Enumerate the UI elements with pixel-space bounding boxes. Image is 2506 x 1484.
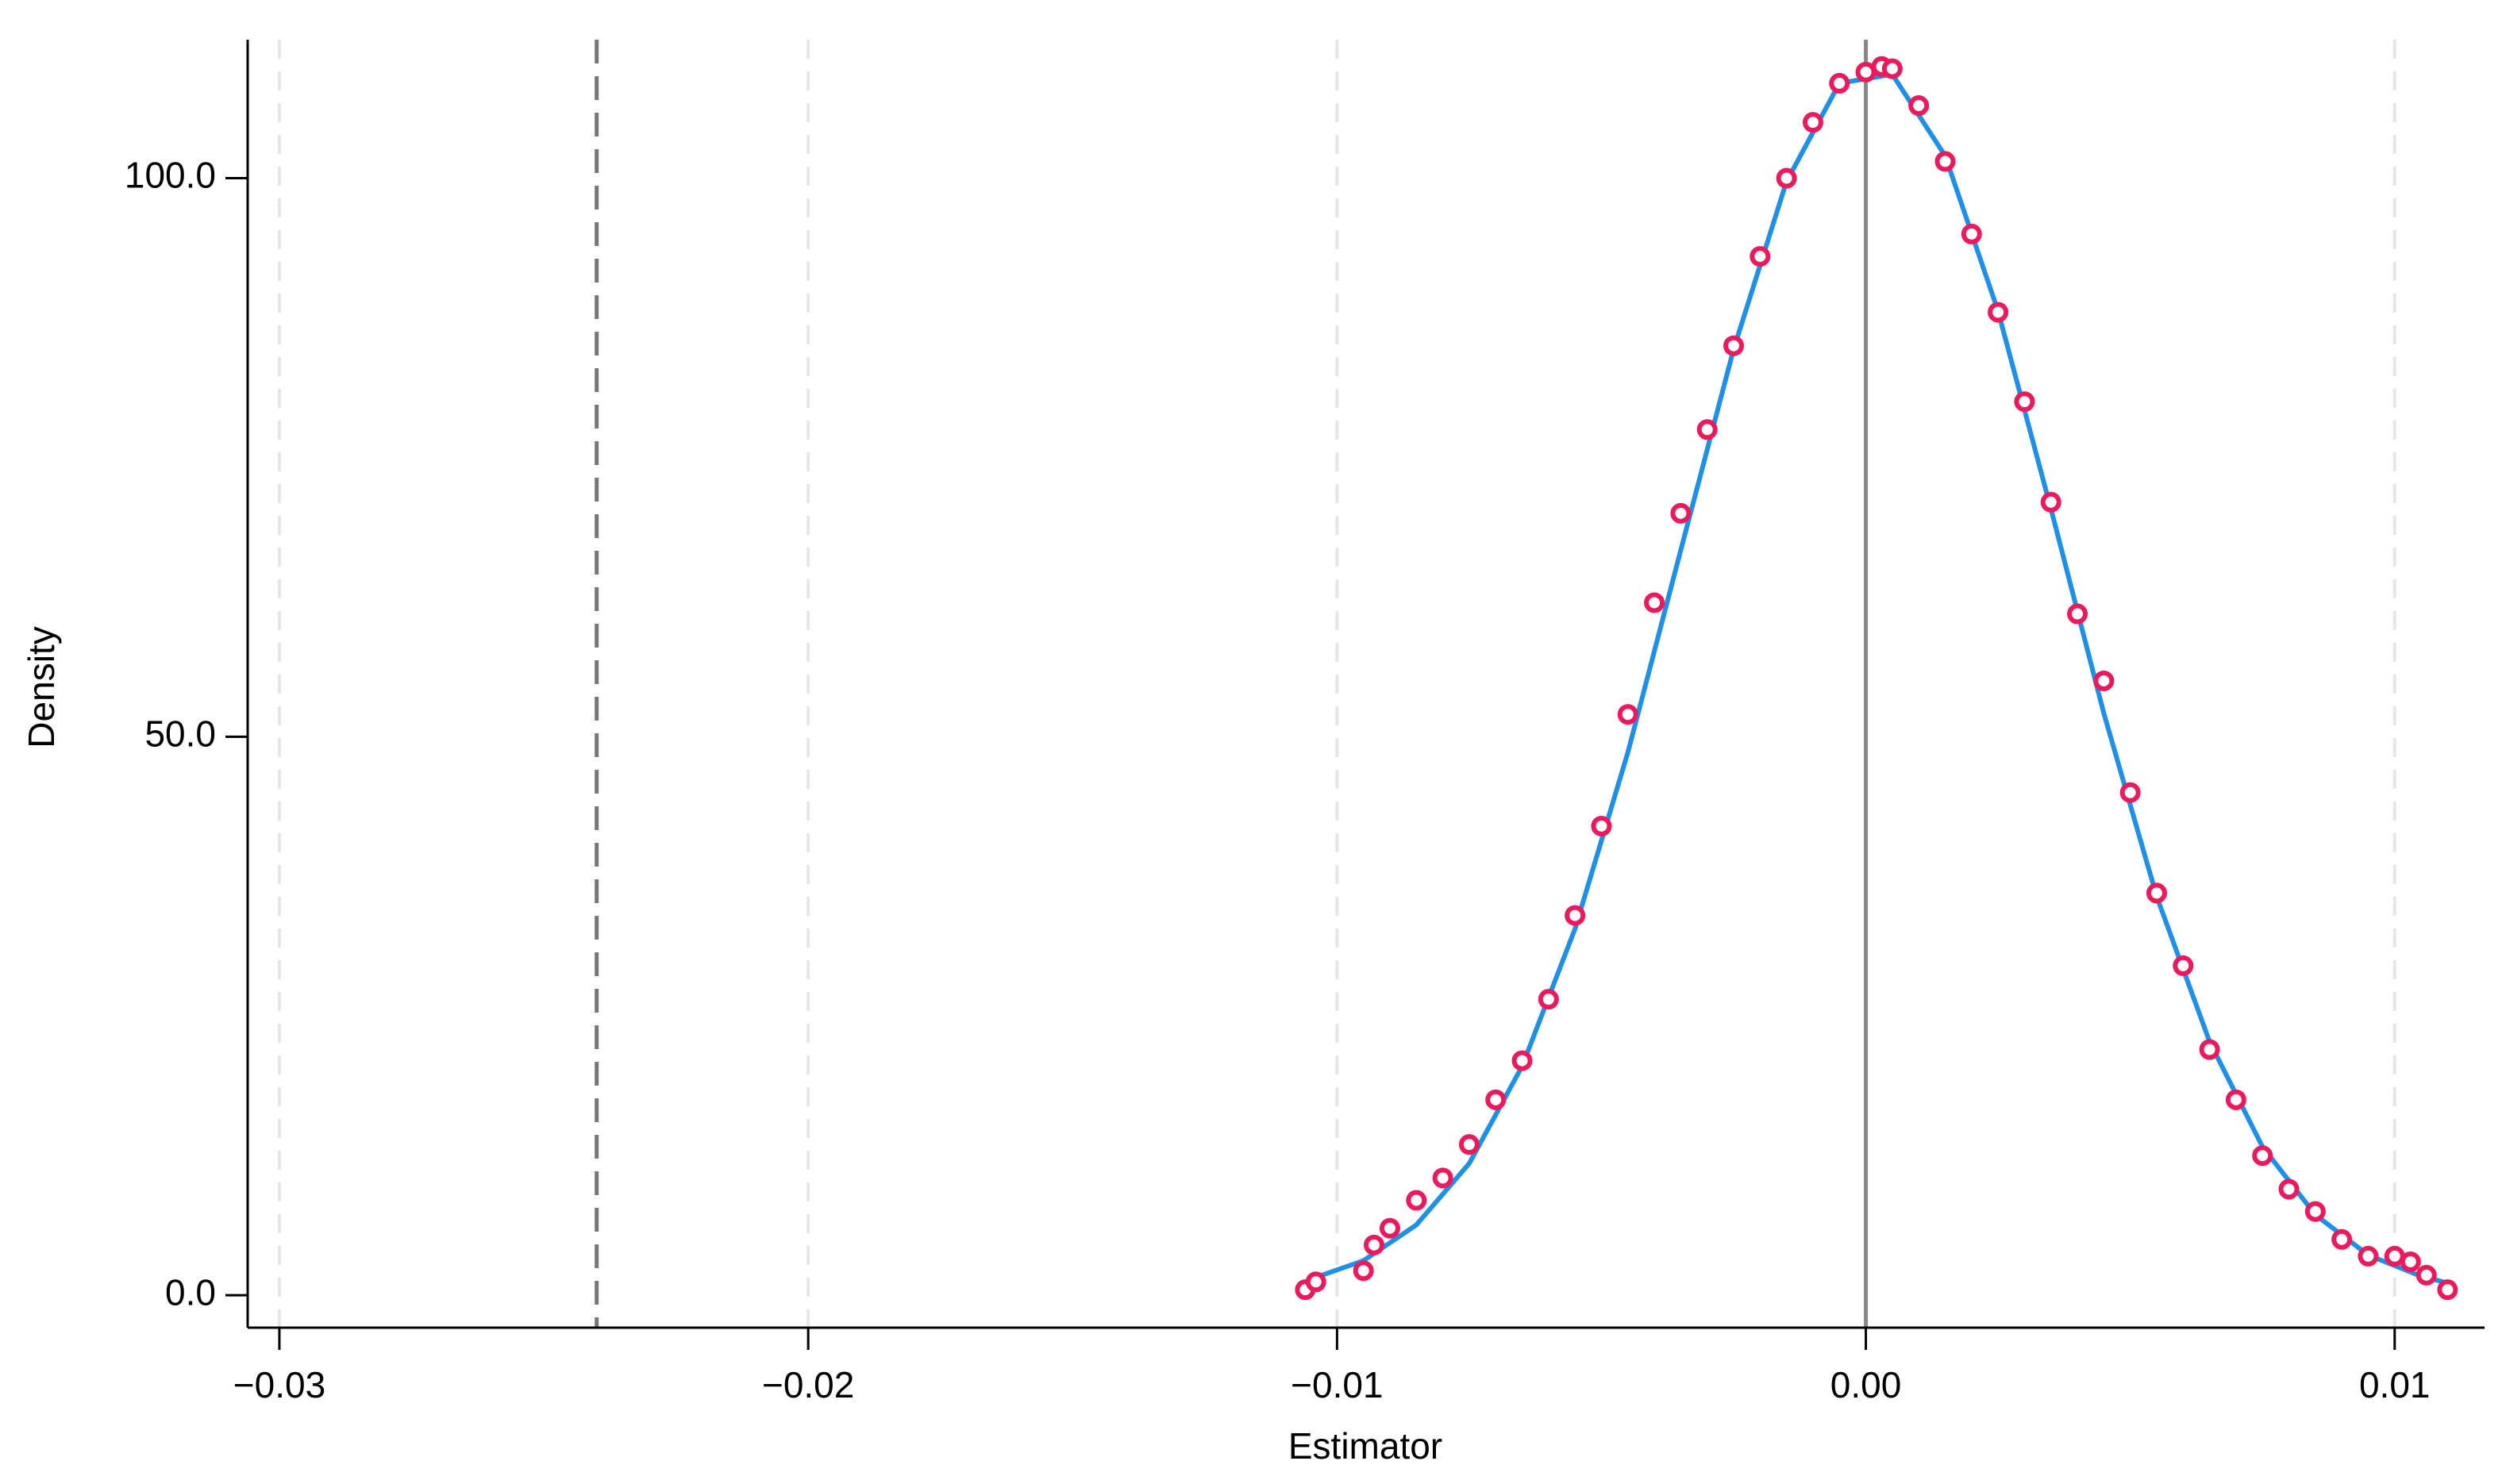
density-point	[2014, 391, 2035, 413]
density-point	[1696, 419, 1718, 440]
density-point	[1379, 1217, 1400, 1239]
x-tick-label: −0.03	[233, 1364, 325, 1405]
density-point	[1538, 989, 1559, 1010]
density-point	[2067, 603, 2088, 625]
y-tick-label: 100.0	[125, 155, 216, 196]
density-point	[2278, 1178, 2300, 1200]
density-point	[1363, 1234, 1384, 1255]
density-point	[2225, 1089, 2246, 1110]
density-point	[2093, 670, 2115, 691]
density-point	[1617, 704, 1638, 725]
density-point	[2416, 1264, 2437, 1286]
density-point	[2400, 1251, 2421, 1272]
density-point	[1776, 167, 1797, 189]
density-point	[1988, 302, 2009, 323]
density-point	[1432, 1167, 1453, 1189]
density-point	[2146, 882, 2167, 904]
density-point	[1565, 905, 1586, 926]
density-point	[1511, 1050, 1533, 1071]
density-point	[2173, 955, 2194, 976]
x-tick-label: 0.00	[1830, 1364, 1902, 1405]
density-point	[1305, 1271, 1326, 1293]
density-point	[2040, 491, 2061, 513]
x-tick-label: 0.01	[2359, 1364, 2431, 1405]
density-point	[2304, 1201, 2326, 1222]
density-point	[1458, 1134, 1480, 1155]
density-point	[1670, 502, 1692, 524]
density-point	[1934, 151, 1956, 172]
density-point	[1750, 246, 1771, 267]
density-line	[1310, 71, 2449, 1286]
density-point	[1485, 1089, 1507, 1110]
density-point	[1881, 58, 1903, 79]
density-point	[2437, 1279, 2458, 1301]
y-tick-label: 0.0	[165, 1271, 216, 1313]
x-tick-label: −0.02	[762, 1364, 854, 1405]
density-point	[2252, 1145, 2273, 1167]
y-axis-label: Density	[21, 626, 62, 748]
y-tick-label: 50.0	[144, 713, 216, 755]
density-point	[1723, 335, 1745, 356]
density-point	[2119, 782, 2141, 803]
density-point	[1802, 112, 1823, 133]
x-tick-label: −0.01	[1291, 1364, 1383, 1405]
density-point	[1406, 1190, 1427, 1211]
density-point	[2199, 1039, 2220, 1060]
density-point	[1644, 592, 1665, 613]
density-point	[1961, 223, 1982, 244]
x-axis-label: Estimator	[1288, 1425, 1442, 1467]
density-point	[1591, 815, 1612, 836]
density-point	[1829, 72, 1850, 94]
density-point	[1353, 1260, 1374, 1282]
density-point	[1908, 95, 1930, 117]
density-point	[2331, 1228, 2353, 1250]
density-point	[2358, 1245, 2379, 1267]
